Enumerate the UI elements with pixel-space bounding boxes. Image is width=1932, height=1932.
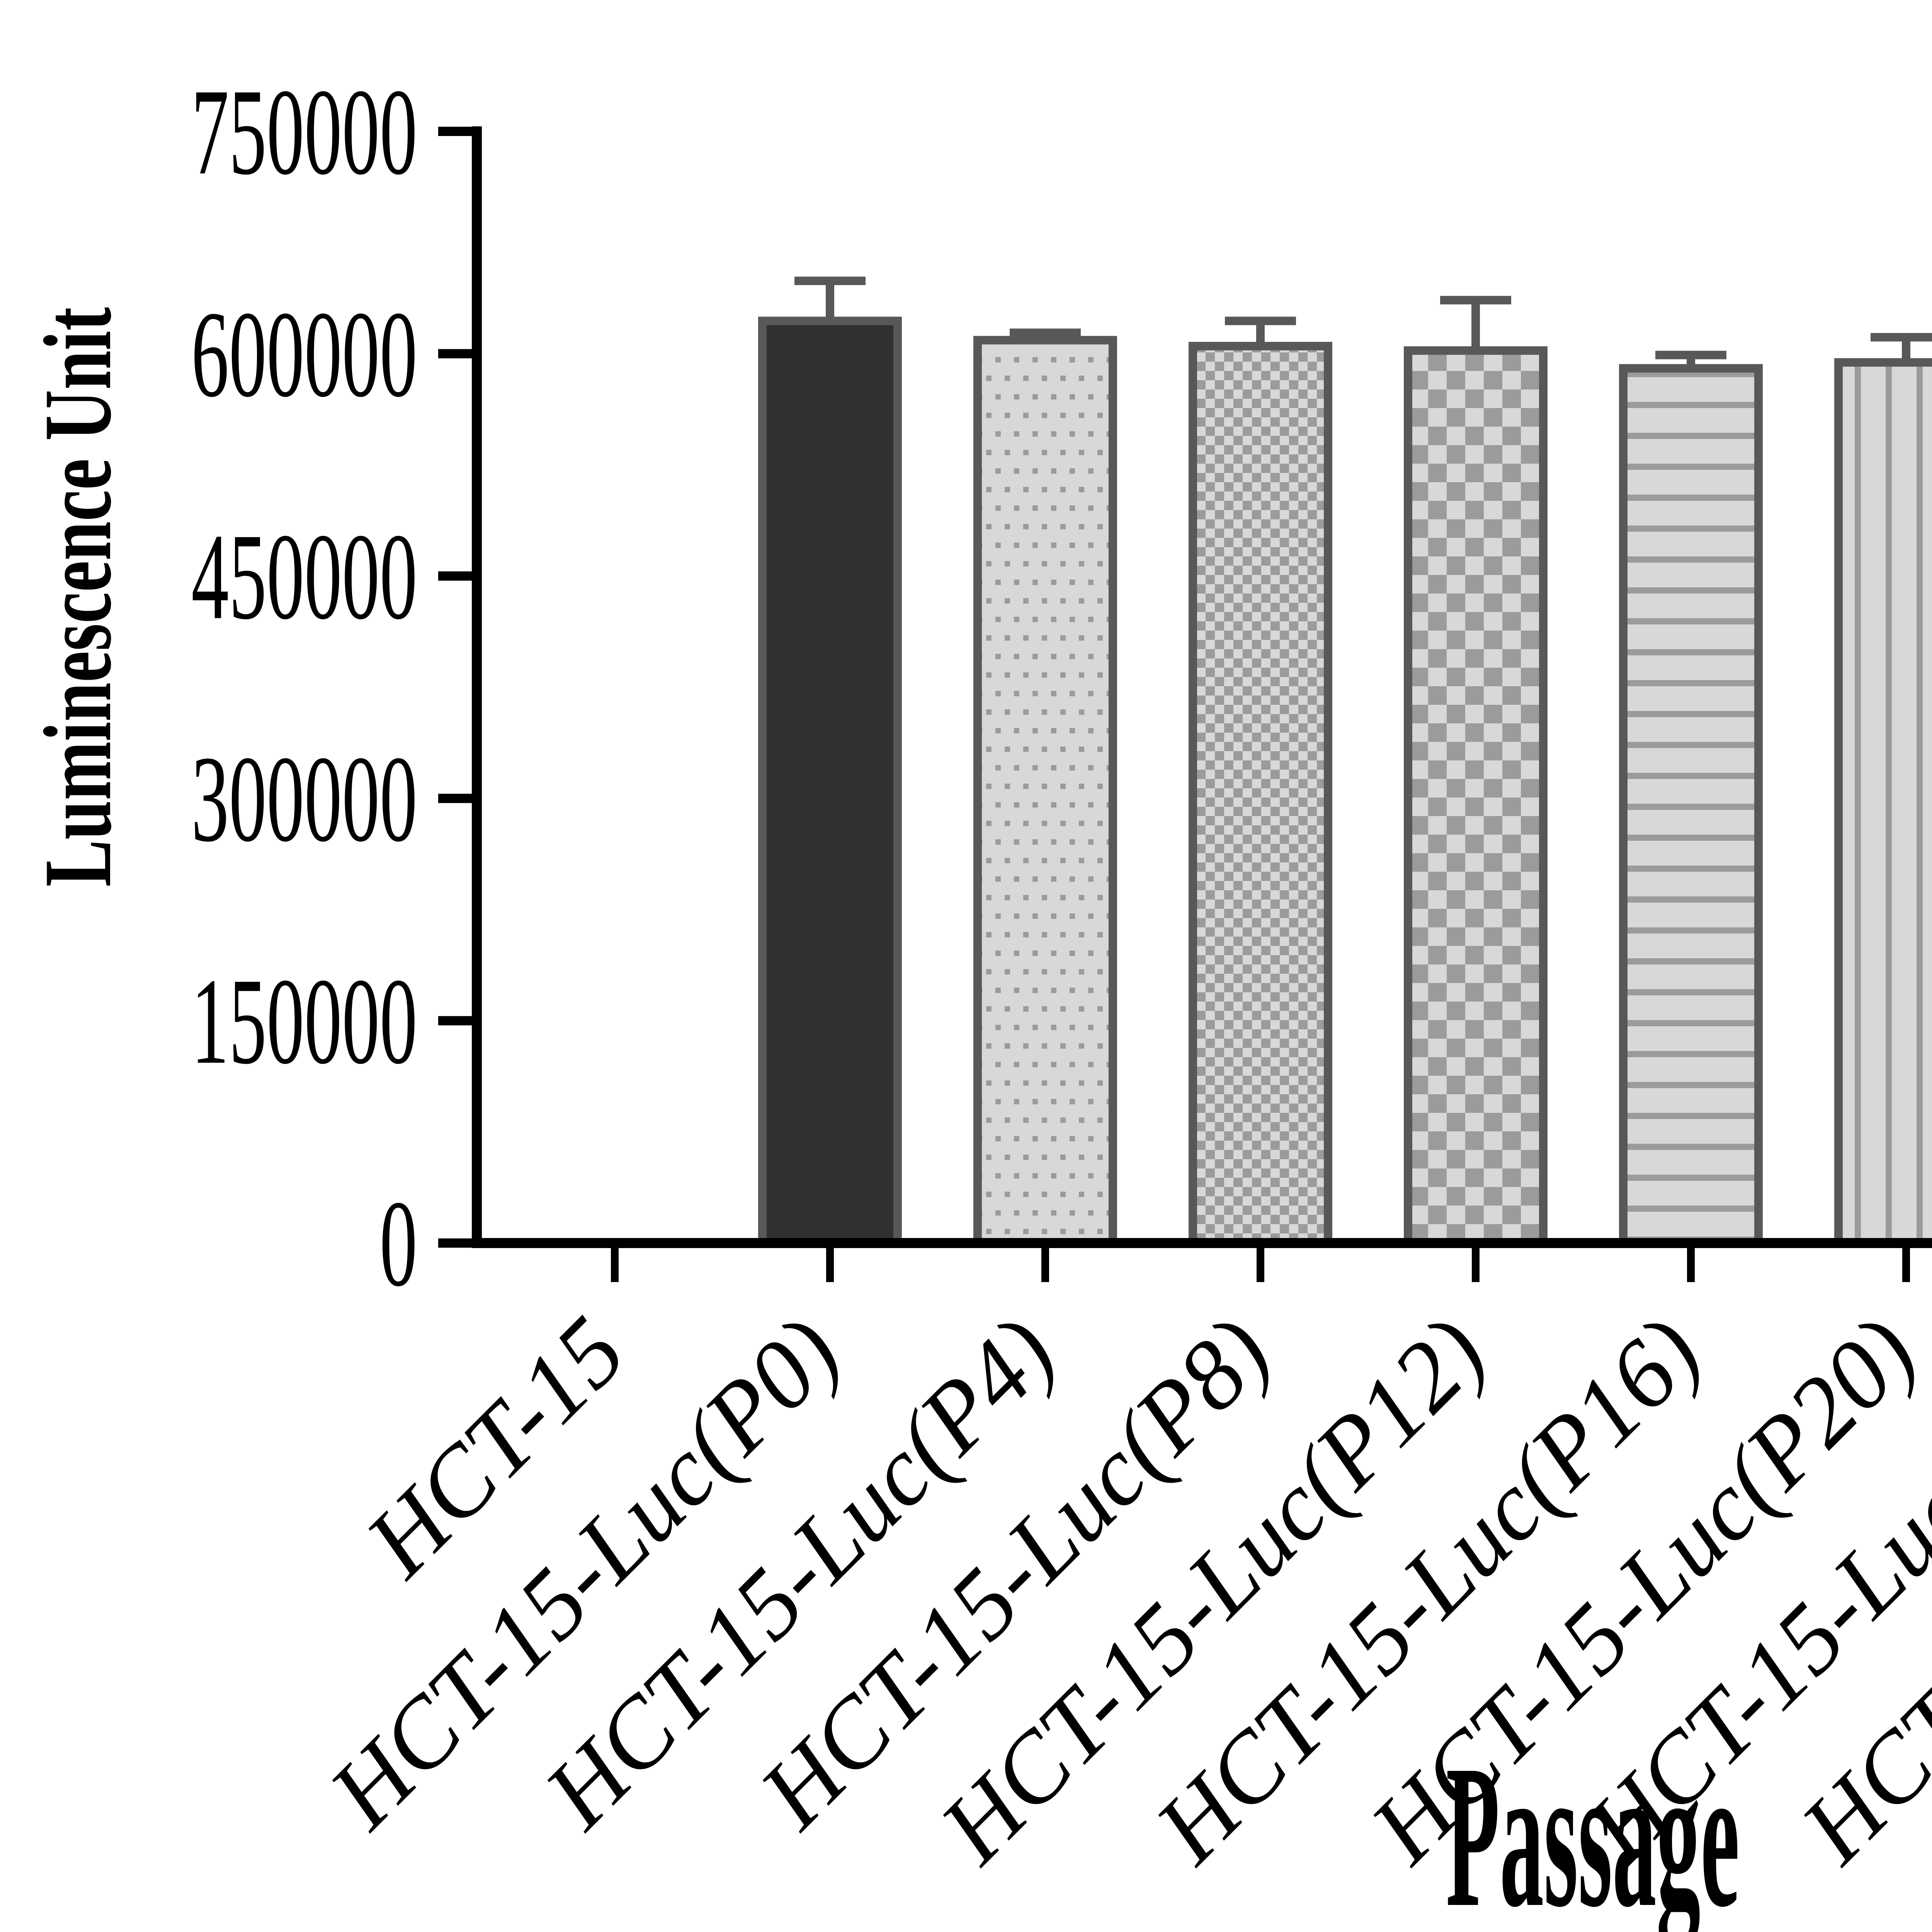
x-axis-title: Passage	[1446, 1723, 1740, 1932]
bar	[758, 316, 902, 1247]
y-tick-label: 150000	[191, 953, 417, 1090]
y-tick-label: 600000	[191, 286, 417, 423]
bar	[1189, 342, 1332, 1248]
x-tick-labels-group: HCT-15HCT-15-Luc(P0)HCT-15-Luc(P4)HCT-15…	[308, 1296, 1932, 1884]
bars-group	[758, 316, 1932, 1248]
y-tick-label: 0	[380, 1175, 418, 1312]
y-axis-title: Luminescence Unit	[24, 307, 131, 887]
bar	[1619, 364, 1763, 1248]
y-tick-label: 450000	[191, 509, 417, 645]
bar	[1404, 346, 1548, 1247]
bar	[1834, 358, 1932, 1248]
axes-group	[438, 126, 1932, 1282]
y-tick-label: 300000	[191, 731, 417, 867]
y-tick-labels-group: 0 150000 300000 450000 600000 750000	[191, 64, 417, 1312]
y-tick-label: 750000	[191, 64, 417, 201]
bar	[973, 336, 1117, 1248]
